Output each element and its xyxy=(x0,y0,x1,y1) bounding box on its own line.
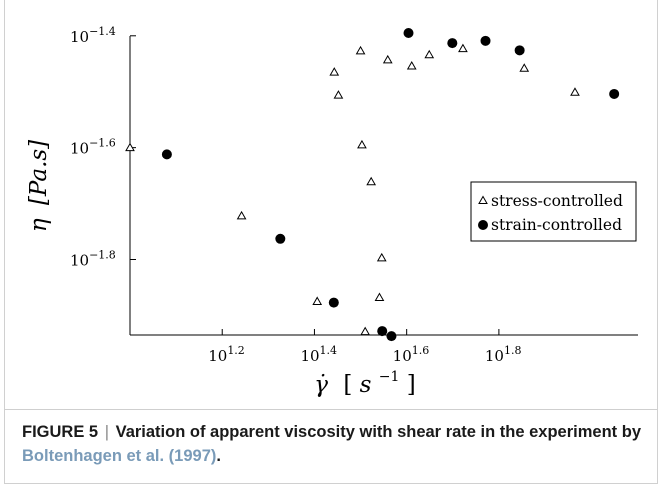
x-tick-exponent: 1.6 xyxy=(412,344,430,357)
stress-controlled-point xyxy=(125,142,135,152)
strain-controlled-point xyxy=(161,149,172,160)
legend-triangle-marker xyxy=(478,195,488,204)
y-tick-base: 10 xyxy=(70,140,89,158)
y-tick-exponent: −1.6 xyxy=(89,137,116,150)
x-tick-exponent: 1.4 xyxy=(320,344,338,357)
x-axis-unit-base: s xyxy=(360,372,372,398)
stress-controlled-point xyxy=(236,210,247,220)
caption-reference-link[interactable]: Boltenhagen et al. (1997) xyxy=(22,447,217,465)
stress-controlled-point xyxy=(406,60,417,70)
strain-controlled-point xyxy=(609,88,620,99)
strain-controlled-point xyxy=(403,28,414,38)
figure-caption: FIGURE 5 | Variation of apparent viscosi… xyxy=(22,420,642,468)
legend-label-stress: stress-controlled xyxy=(491,192,623,210)
axis-labels: η [Pa.s] γ̇ [ s −1 ] xyxy=(26,140,416,398)
stress-controlled-point xyxy=(519,63,530,72)
y-axis-symbol: η xyxy=(26,218,52,232)
x-axis-symbol: γ̇ xyxy=(314,372,328,398)
legend: stress-controlled strain-controlled xyxy=(470,181,637,242)
stress-controlled-point xyxy=(333,90,344,99)
x-axis-label: γ̇ [ s −1 ] xyxy=(314,361,415,398)
x-tick-label: 101.2 xyxy=(208,344,245,365)
stress-controlled-point xyxy=(570,87,580,96)
y-tick-base: 10 xyxy=(70,252,89,270)
legend-circle-marker xyxy=(478,220,488,230)
stress-controlled-point xyxy=(312,296,323,305)
ticks: 101.2 101.4 101.6 101.810−1.410−1.610−1.8 xyxy=(70,25,521,365)
y-tick-exponent: −1.4 xyxy=(89,25,116,38)
stress-controlled-point xyxy=(329,67,340,76)
stress-controlled-point xyxy=(424,49,435,59)
stress-controlled-point xyxy=(357,139,367,149)
caption-end: . xyxy=(216,447,221,465)
x-tick-exponent: 1.2 xyxy=(227,344,245,357)
y-axis-label: η [Pa.s] xyxy=(26,140,52,232)
stress-controlled-point xyxy=(382,54,393,64)
stress-controlled-point xyxy=(458,43,468,53)
y-tick-exponent: −1.8 xyxy=(89,249,116,262)
strain-controlled-point xyxy=(386,331,397,342)
caption-separator: | xyxy=(104,423,109,441)
stress-controlled-point xyxy=(376,252,387,262)
x-axis-unit-exp: −1 xyxy=(379,369,400,385)
strain-controlled-point xyxy=(480,35,491,46)
figure-label: FIGURE 5 xyxy=(22,423,99,441)
x-tick-label: 101.8 xyxy=(485,344,522,365)
strain-controlled-point xyxy=(275,233,286,244)
y-tick-label: 10−1.4 xyxy=(70,25,116,46)
x-tick-base: 10 xyxy=(485,347,504,365)
strain-controlled-point xyxy=(377,326,388,337)
x-axis-unit-open: [ xyxy=(343,372,352,398)
strain-controlled-point xyxy=(328,297,339,308)
y-tick-base: 10 xyxy=(70,28,89,46)
x-tick-label: 101.6 xyxy=(393,344,430,365)
stress-controlled-point xyxy=(366,176,377,186)
caption-divider xyxy=(4,409,658,410)
x-tick-base: 10 xyxy=(208,347,227,365)
chart: 101.2 101.4 101.6 101.810−1.410−1.610−1.8 η… xyxy=(26,25,638,398)
strain-controlled-point xyxy=(514,45,525,56)
legend-label-strain: strain-controlled xyxy=(491,216,622,234)
x-tick-base: 10 xyxy=(393,347,412,365)
stress-controlled-point xyxy=(374,292,385,302)
y-axis-unit: [Pa.s] xyxy=(26,140,52,205)
stress-controlled-point xyxy=(355,45,366,55)
caption-title: Variation of apparent viscosity with she… xyxy=(115,423,641,441)
data-points xyxy=(125,28,620,342)
stress-controlled-point xyxy=(360,326,371,336)
y-tick-label: 10−1.8 xyxy=(70,249,116,270)
x-tick-base: 10 xyxy=(300,347,319,365)
legend-box xyxy=(470,181,637,242)
x-axis-unit-close: ] xyxy=(407,372,416,398)
x-tick-label: 101.4 xyxy=(300,344,337,365)
x-tick-exponent: 1.8 xyxy=(504,344,522,357)
figure-frame xyxy=(4,0,658,484)
strain-controlled-point xyxy=(447,38,458,49)
y-tick-label: 10−1.6 xyxy=(70,137,116,158)
